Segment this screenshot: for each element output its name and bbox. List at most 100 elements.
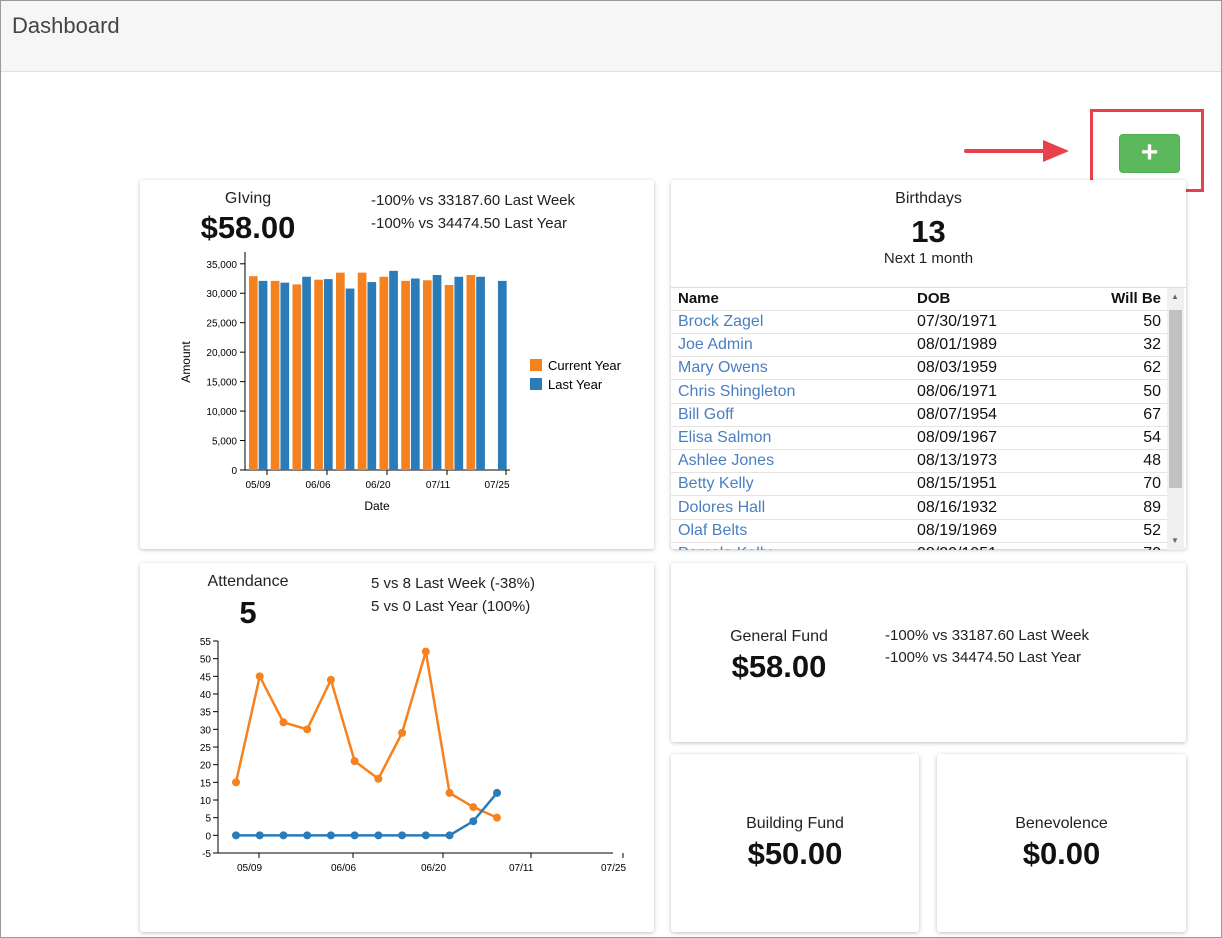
bar-last-year: [258, 280, 268, 470]
y-tick-label: 10: [200, 796, 212, 807]
x-tick-label: 06/20: [365, 480, 390, 491]
table-row: Mary Owens 08/03/1959 62: [671, 357, 1167, 381]
bar-current-year: [270, 280, 280, 470]
birthday-will-be: 50: [1143, 313, 1161, 330]
bar-current-year: [314, 279, 323, 470]
data-point: [232, 778, 240, 787]
attendance-card: Attendance 5 5 vs 8 Last Week (-38%) 5 v…: [140, 563, 654, 932]
y-tick-label: 5,000: [212, 437, 237, 448]
bar-last-year: [476, 276, 485, 470]
birthday-dob: 08/19/1969: [917, 521, 998, 539]
table-row: Bill Goff 08/07/1954 67: [671, 404, 1167, 427]
y-tick-label: 20: [200, 761, 212, 772]
benevolence-title: Benevolence: [1015, 815, 1108, 832]
birthday-name-link[interactable]: Olaf Belts: [678, 521, 748, 539]
bar-current-year: [466, 274, 476, 470]
scrollbar-thumb[interactable]: [1169, 310, 1182, 488]
data-point: [421, 831, 430, 840]
data-point: [255, 672, 264, 681]
y-tick-label: 35: [200, 708, 212, 719]
birthday-dob: 08/03/1959: [917, 359, 998, 377]
data-point: [374, 774, 383, 783]
birthday-will-be: 32: [1143, 336, 1161, 354]
bar-last-year: [432, 274, 442, 470]
attendance-line-chart: -5 0 5 10 15 20 25 30 35 40 45 50 55 05/09 06/06 06/20 0…: [200, 637, 627, 874]
data-point: [255, 831, 264, 840]
table-scrollbar[interactable]: ▲ ▼: [1167, 288, 1184, 550]
data-point: [469, 817, 478, 826]
birthday-name-link[interactable]: Brock Zagel: [678, 313, 764, 330]
table-row: Brock Zagel 07/30/1971 50: [671, 311, 1167, 334]
bar-last-year: [323, 279, 333, 470]
scroll-down-icon[interactable]: ▼: [1171, 536, 1179, 545]
legend-swatch: [530, 359, 542, 371]
general-fund-vs-last-week: -100% vs 33187.60 Last Week: [885, 627, 1090, 644]
x-tick-label: 07/11: [426, 480, 451, 491]
data-point: [398, 728, 407, 737]
birthday-dob: 08/09/1967: [917, 429, 998, 446]
birthday-name-link[interactable]: Mary Owens: [678, 359, 768, 377]
scroll-up-icon[interactable]: ▲: [1171, 292, 1179, 301]
birthday-will-be: 67: [1143, 405, 1161, 423]
birthday-name-link[interactable]: Joe Admin: [678, 336, 753, 354]
giving-amount: $58.00: [200, 210, 296, 245]
general-fund-vs-last-year: -100% vs 34474.50 Last Year: [885, 649, 1081, 666]
birthday-dob: 08/06/1971: [917, 382, 998, 400]
data-point: [303, 831, 312, 840]
x-tick-label: 05/09: [237, 863, 262, 874]
table-header: Name DOB Will Be: [671, 288, 1167, 311]
y-tick-label: 45: [200, 672, 212, 683]
attendance-vs-last-year: 5 vs 0 Last Year (100%): [371, 598, 531, 615]
birthday-will-be: 52: [1143, 521, 1161, 539]
add-widget-button[interactable]: +: [1119, 134, 1180, 173]
birthday-name-link[interactable]: Bill Goff: [678, 405, 734, 423]
y-tick-label: 25: [200, 743, 212, 754]
birthday-will-be: 48: [1143, 452, 1161, 470]
data-point: [326, 831, 335, 840]
x-tick-label: 05/09: [245, 480, 270, 491]
y-tick-label: 25,000: [206, 319, 237, 330]
birthday-name-link[interactable]: Dolores Hall: [678, 498, 766, 516]
y-tick-label: 15: [200, 778, 212, 789]
y-tick-label: 0: [231, 466, 237, 477]
birthday-dob: 08/01/1989: [917, 336, 998, 354]
data-point: [469, 803, 478, 812]
top-bar: Dashboard: [1, 1, 1221, 72]
general-fund-amount: $58.00: [731, 649, 827, 684]
birthday-will-be: 70: [1143, 475, 1161, 493]
series-line: [234, 651, 498, 819]
birthday-name-link[interactable]: Elisa Salmon: [678, 429, 772, 446]
bar-current-year: [292, 284, 302, 470]
bar-current-year: [249, 276, 258, 470]
birthdays-table: Name DOB Will Be Brock Zagel 07/30/1971 50…: [671, 287, 1186, 550]
bar-current-year: [401, 280, 410, 470]
red-arrow-annotation: [964, 140, 1069, 162]
building-fund-card: Building Fund $50.00: [671, 754, 919, 932]
birthday-name-link[interactable]: Betty Kelly: [678, 475, 754, 493]
table-row: Chris Shingleton 08/06/1971 50: [671, 381, 1167, 404]
bar-current-year: [444, 284, 454, 470]
y-axis-label: Amount: [179, 341, 193, 383]
birthdays-subtitle: Next 1 month: [883, 250, 974, 267]
y-tick-label: 20,000: [206, 348, 237, 359]
data-point: [445, 831, 454, 840]
y-tick-label: 50: [200, 655, 212, 666]
birthdays-count: 13: [911, 214, 946, 249]
x-tick-label: 06/06: [305, 480, 330, 491]
y-tick-label: 5: [205, 814, 211, 825]
birthday-name-link[interactable]: Ashlee Jones: [678, 452, 775, 470]
data-point: [232, 831, 240, 840]
y-tick-label: 55: [200, 637, 212, 648]
general-fund-title: General Fund: [730, 628, 828, 645]
birthday-name-link[interactable]: Chris Shingleton: [678, 382, 796, 400]
giving-title: GIving: [224, 190, 272, 207]
birthday-will-be: 62: [1143, 359, 1161, 377]
birthday-name-link[interactable]: Pamela Kelly: [678, 545, 771, 550]
table-row: Ashlee Jones 08/13/1973 48: [671, 450, 1167, 474]
data-point: [493, 813, 501, 822]
birthdays-title: Birthdays: [895, 190, 962, 207]
legend-swatch: [530, 378, 542, 390]
column-will-be: Will Be: [1111, 290, 1161, 307]
y-tick-label: 35,000: [206, 260, 237, 271]
data-point: [493, 788, 501, 797]
